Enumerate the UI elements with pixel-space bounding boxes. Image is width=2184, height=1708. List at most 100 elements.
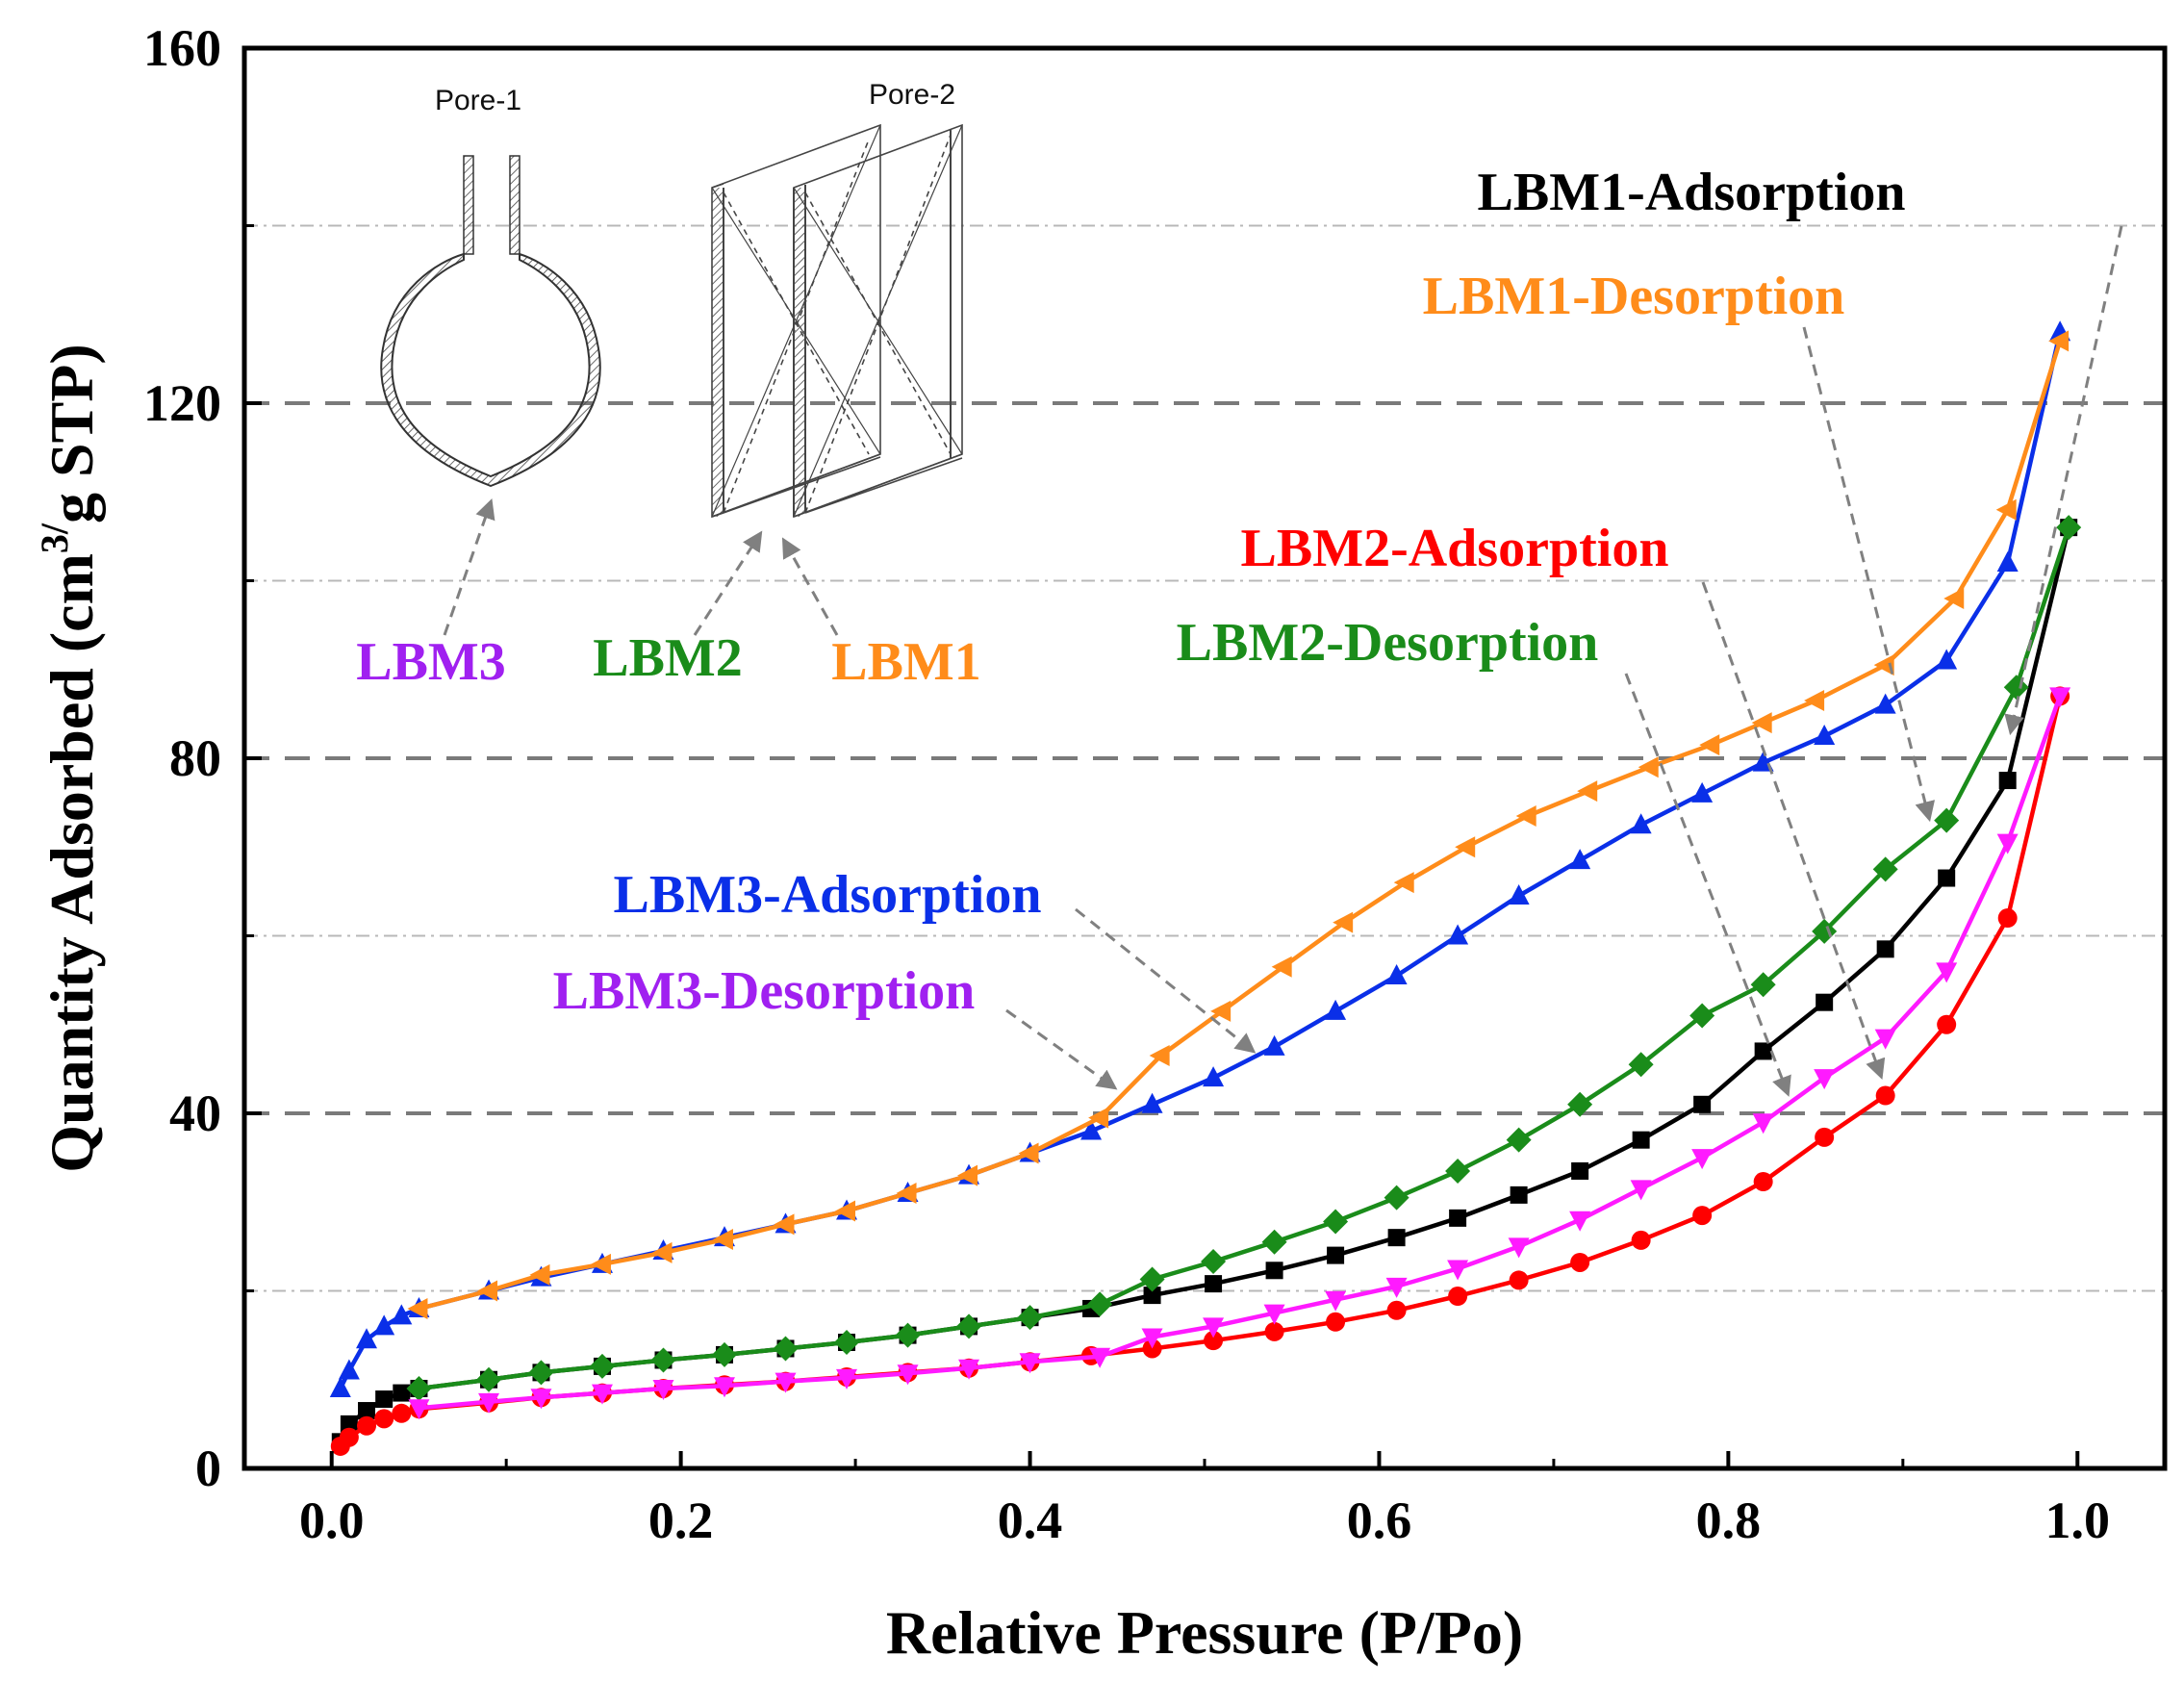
data-point-lbm1-desorption <box>713 1228 733 1250</box>
lbm1-pore-arrow <box>781 537 839 636</box>
y-axis-title-tail: g STP) <box>38 344 106 523</box>
data-point-lbm1-desorption <box>1088 1107 1109 1129</box>
x-tick-label: 0.0 <box>299 1491 365 1549</box>
data-point-lbm3-desorption <box>1385 1277 1408 1298</box>
arrow-lbm2-adsorption <box>1701 581 1886 1080</box>
data-point-lbm2-adsorption <box>1631 1230 1651 1250</box>
data-point-lbm2-desorption <box>1750 972 1776 998</box>
data-point-lbm3-adsorption <box>1569 849 1591 870</box>
data-point-lbm1-adsorption <box>1998 772 2017 790</box>
data-point-lbm3-desorption <box>1089 1347 1111 1368</box>
data-point-lbm1-adsorption <box>1205 1275 1223 1293</box>
data-point-lbm1-desorption <box>774 1213 795 1236</box>
pore-1-ink-bottle-drawing <box>380 155 601 488</box>
data-point-lbm1-adsorption <box>1816 993 1834 1011</box>
data-point-lbm3-adsorption <box>338 1359 360 1380</box>
data-point-lbm3-desorption <box>1447 1260 1469 1281</box>
data-point-lbm2-adsorption <box>1204 1331 1224 1351</box>
data-point-lbm3-desorption <box>1569 1211 1591 1232</box>
data-point-lbm1-adsorption <box>375 1390 394 1409</box>
data-point-lbm2-adsorption <box>1386 1300 1407 1320</box>
annotation-lbm1-desorption: LBM1-Desorption <box>1423 267 1845 326</box>
data-point-lbm1-adsorption <box>358 1402 376 1420</box>
data-point-lbm2-adsorption <box>1570 1252 1590 1272</box>
data-point-lbm1-adsorption <box>1754 1042 1772 1060</box>
data-point-lbm1-adsorption <box>1693 1095 1712 1113</box>
data-point-lbm3-adsorption <box>1203 1066 1225 1087</box>
data-point-lbm3-desorption <box>1141 1328 1163 1349</box>
data-point-lbm3-desorption <box>530 1389 552 1410</box>
x-tick-label: 0.4 <box>998 1491 1063 1549</box>
data-point-lbm1-desorption <box>1995 498 2017 521</box>
data-point-lbm2-adsorption <box>1875 1085 1895 1106</box>
arrow-lbm2-desorption <box>1624 673 1791 1097</box>
data-point-lbm1-desorption <box>896 1183 917 1205</box>
y-axis-title-sup: 3/ <box>33 523 76 553</box>
data-point-lbm3-adsorption <box>1814 724 1836 745</box>
data-point-lbm1-desorption <box>957 1164 978 1186</box>
series-lbm1-desorption <box>407 330 2070 1319</box>
data-point-lbm3-desorption <box>1996 833 2019 854</box>
data-point-lbm2-desorption <box>650 1347 676 1373</box>
data-point-lbm2-desorption <box>1934 807 1960 833</box>
data-point-lbm2-desorption <box>956 1313 982 1339</box>
data-point-lbm1-desorption <box>1515 804 1536 827</box>
data-point-lbm1-desorption <box>407 1297 428 1319</box>
data-point-lbm3-desorption <box>1263 1304 1285 1325</box>
data-point-lbm1-desorption <box>2048 330 2070 352</box>
data-point-lbm3-adsorption <box>1874 693 1896 714</box>
data-point-lbm2-adsorption <box>339 1427 359 1447</box>
pore-2-slit-plates-drawing <box>711 123 963 519</box>
data-point-lbm1-desorption <box>835 1200 856 1222</box>
data-point-lbm2-adsorption <box>1692 1206 1713 1226</box>
data-point-lbm3-adsorption <box>1263 1034 1285 1056</box>
data-point-lbm1-desorption <box>1873 654 1894 676</box>
data-point-lbm1-desorption <box>529 1263 550 1286</box>
arrow-lbm1-desorption <box>1802 326 1936 823</box>
data-point-lbm1-desorption <box>1943 587 1965 609</box>
data-point-lbm3-desorption <box>897 1364 919 1386</box>
data-point-lbm2-desorption <box>406 1375 432 1401</box>
data-point-lbm3-adsorption <box>329 1376 351 1397</box>
data-point-lbm2-desorption <box>712 1341 737 1367</box>
data-point-lbm3-adsorption <box>356 1328 378 1349</box>
data-point-lbm2-desorption <box>2003 675 2029 701</box>
data-point-lbm3-desorption <box>1752 1113 1774 1134</box>
data-point-lbm1-adsorption <box>1571 1161 1589 1180</box>
series-line-lbm1-desorption <box>418 340 2063 1312</box>
data-point-lbm1-adsorption <box>1387 1229 1406 1247</box>
data-point-lbm3-adsorption <box>1936 649 1958 670</box>
data-point-lbm2-desorption <box>895 1322 921 1348</box>
data-point-lbm3-adsorption <box>391 1304 413 1325</box>
x-axis-title: Relative Pressure (P/Po) <box>886 1598 1523 1667</box>
data-point-lbm3-desorption <box>1508 1237 1530 1259</box>
data-point-lbm1-desorption <box>1455 836 1476 858</box>
inset-label-lbm3: LBM3 <box>356 632 506 692</box>
arrow-lbm1-adsorption <box>2004 225 2123 736</box>
data-point-lbm3-desorption <box>478 1392 500 1414</box>
lbm3-pore-arrow <box>443 498 495 636</box>
data-point-lbm2-desorption <box>1139 1266 1165 1292</box>
data-point-lbm2-desorption <box>1628 1052 1654 1078</box>
series-lbm3-adsorption <box>329 320 2071 1397</box>
data-point-lbm2-desorption <box>589 1353 615 1379</box>
data-point-lbm3-desorption <box>1874 1029 1896 1050</box>
data-point-lbm2-adsorption <box>1997 908 2018 929</box>
data-point-lbm2-desorption <box>1872 856 1898 882</box>
data-point-lbm3-desorption <box>1936 962 1958 983</box>
x-tick-label: 0.8 <box>1696 1491 1762 1549</box>
data-point-lbm3-desorption <box>714 1377 735 1398</box>
y-tick-label: 0 <box>195 1440 221 1497</box>
data-point-lbm3-desorption <box>1203 1317 1225 1338</box>
data-point-lbm1-desorption <box>1149 1045 1170 1067</box>
data-point-lbm3-desorption <box>836 1368 858 1389</box>
data-point-lbm3-desorption <box>1814 1069 1836 1090</box>
data-point-lbm2-desorption <box>773 1336 799 1362</box>
data-point-lbm3-desorption <box>1630 1180 1652 1201</box>
series-line-lbm3-desorption <box>419 695 2063 1411</box>
data-point-lbm1-adsorption <box>1938 869 1956 887</box>
series-lbm2-desorption <box>406 515 2082 1401</box>
data-point-lbm2-desorption <box>1261 1229 1287 1255</box>
x-tick-label: 1.0 <box>2045 1491 2111 1549</box>
